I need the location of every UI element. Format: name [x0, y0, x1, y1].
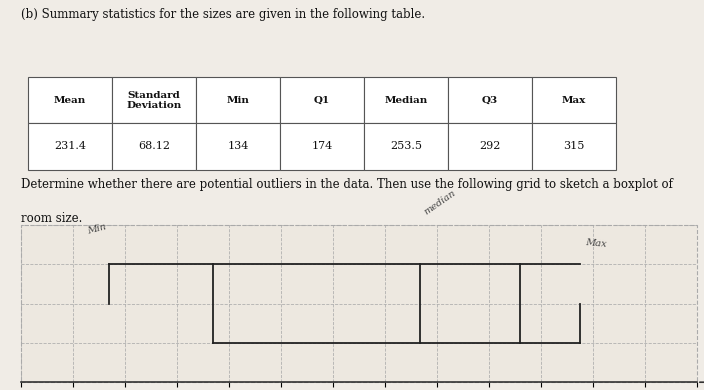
Text: Q1: Q1 [314, 96, 330, 105]
Bar [364, 77, 448, 123]
Text: Max: Max [585, 238, 608, 248]
Text: 231.4: 231.4 [54, 142, 86, 151]
Text: 68.12: 68.12 [138, 142, 170, 151]
Bar [448, 123, 532, 170]
Text: (b) Summary statistics for the sizes are given in the following table.: (b) Summary statistics for the sizes are… [21, 8, 425, 21]
Bar [448, 77, 532, 123]
Bar [532, 123, 616, 170]
Bar [28, 77, 112, 123]
Text: 292: 292 [479, 142, 501, 151]
Bar [280, 123, 364, 170]
Text: 174: 174 [311, 142, 332, 151]
Text: 134: 134 [227, 142, 249, 151]
Text: Determine whether there are potential outliers in the data. Then use the followi: Determine whether there are potential ou… [21, 178, 673, 191]
Text: Min: Min [227, 96, 249, 105]
Bar [28, 123, 112, 170]
Text: Mean: Mean [54, 96, 86, 105]
Text: room size.: room size. [21, 212, 82, 225]
Text: Median: Median [384, 96, 427, 105]
Bar [364, 123, 448, 170]
Text: median: median [422, 189, 458, 217]
Text: Min: Min [86, 222, 107, 236]
Bar [112, 77, 196, 123]
Text: 315: 315 [563, 142, 584, 151]
Bar [112, 123, 196, 170]
Text: Max: Max [562, 96, 586, 105]
Text: Standard
Deviation: Standard Deviation [126, 91, 182, 110]
Bar [532, 77, 616, 123]
Text: Q3: Q3 [482, 96, 498, 105]
Bar [280, 77, 364, 123]
Bar [196, 123, 280, 170]
Bar [196, 77, 280, 123]
Text: 253.5: 253.5 [390, 142, 422, 151]
